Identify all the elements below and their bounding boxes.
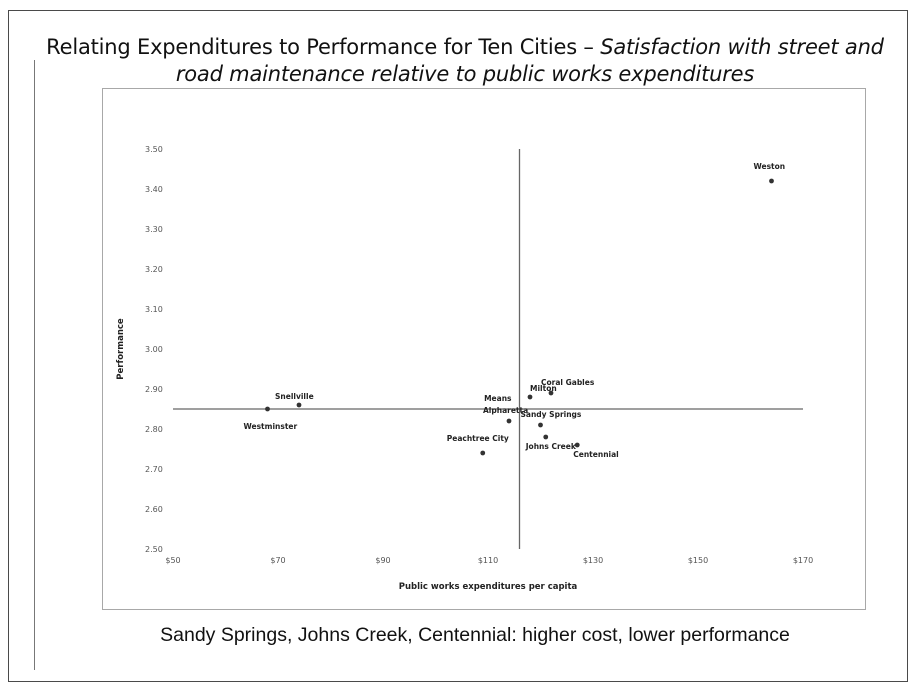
x-tick-label: $50 [165, 556, 180, 565]
y-tick-label: 2.70 [145, 465, 163, 474]
y-tick-label: 2.50 [145, 545, 163, 554]
x-tick-label: $90 [375, 556, 390, 565]
data-point [506, 418, 512, 424]
data-point [265, 406, 270, 412]
y-tick-label: 3.10 [145, 305, 163, 314]
point-label: Westminster [244, 422, 298, 431]
x-axis-title: Public works expenditures per capita [399, 582, 578, 592]
left-margin-rule [34, 60, 35, 670]
data-point [296, 402, 302, 408]
data-point [543, 434, 549, 440]
scatter-chart: 3.50 3.40 3.30 3.20 3.10 3.00 2.90 2.80 2.70 2.60… [102, 88, 866, 610]
point-label: Sandy Springs [521, 410, 582, 419]
data-point [769, 178, 774, 184]
point-label: Peachtree City [447, 434, 509, 443]
x-tick-label: $130 [583, 556, 603, 565]
title-main: Relating Expenditures to Performance for… [46, 35, 594, 59]
data-point [574, 442, 580, 448]
slide-caption: Sandy Springs, Johns Creek, Centennial: … [160, 624, 790, 646]
x-tick-label: $150 [688, 556, 708, 565]
data-point [527, 394, 533, 400]
y-axis-title: Performance [116, 318, 126, 380]
y-tick-label: 3.00 [145, 345, 163, 354]
point-label: Alpharetta [483, 406, 528, 415]
x-tick-label: $70 [270, 556, 285, 565]
x-tick-label: $110 [478, 556, 498, 565]
means-label: Means [484, 394, 512, 403]
data-point [538, 422, 543, 428]
slide-title: Relating Expenditures to Performance for… [40, 34, 890, 88]
point-label: Milton [530, 384, 557, 393]
data-point [480, 450, 486, 456]
y-tick-label: 3.40 [145, 185, 163, 194]
y-tick-label: 3.50 [145, 145, 163, 154]
data-point [548, 390, 554, 396]
y-tick-label: 3.30 [145, 225, 163, 234]
point-label: Coral Gables [541, 378, 595, 387]
y-tick-label: 3.20 [145, 265, 163, 274]
y-tick-label: 2.80 [145, 425, 163, 434]
point-label: Weston [754, 162, 786, 171]
x-tick-label: $170 [793, 556, 813, 565]
y-tick-label: 2.90 [145, 385, 163, 394]
y-tick-label: 2.60 [145, 505, 163, 514]
point-label: Snellville [275, 392, 314, 401]
chart-svg: 3.50 3.40 3.30 3.20 3.10 3.00 2.90 2.80 2.70 2.60… [116, 145, 813, 592]
point-label: Johns Creek [525, 442, 577, 451]
point-label: Centennial [573, 450, 618, 459]
title-italic: Satisfaction with street and road mainte… [175, 35, 884, 86]
